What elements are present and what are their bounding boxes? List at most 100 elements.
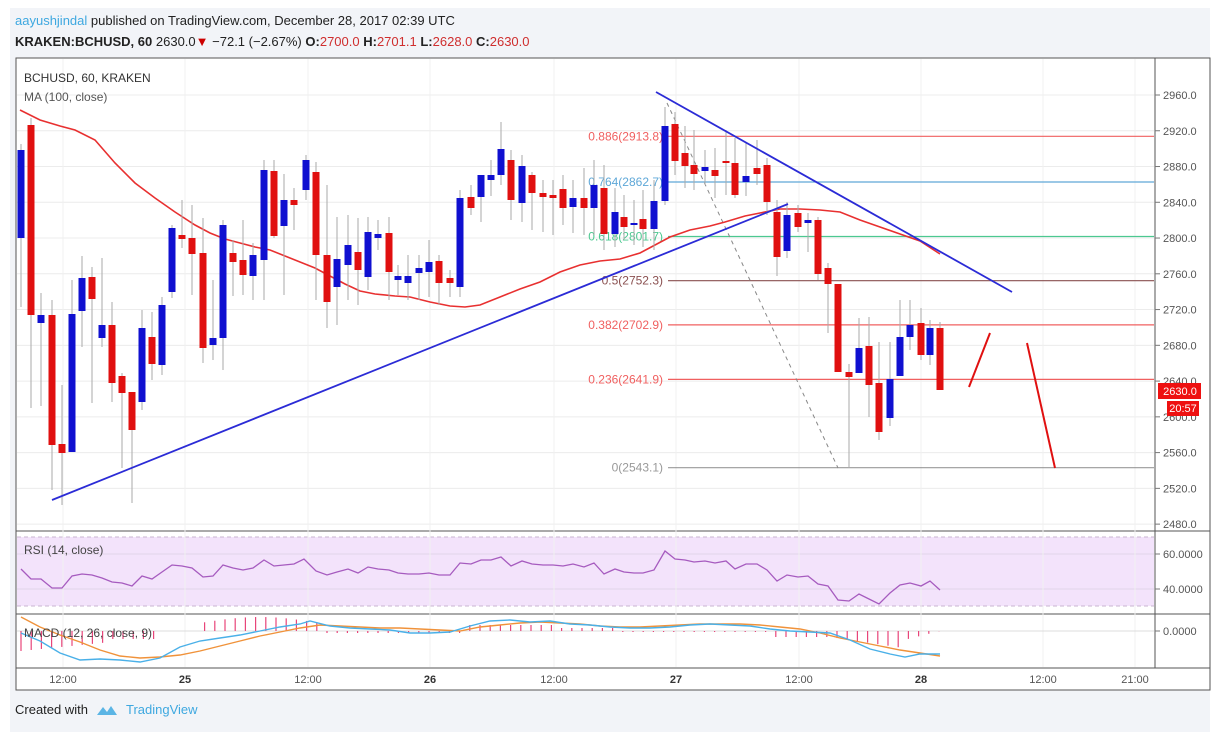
candle[interactable] (569, 180, 577, 233)
tradingview-link[interactable]: TradingView (125, 702, 198, 717)
rsi-legend[interactable]: RSI (14, close) (24, 543, 103, 557)
candle[interactable] (158, 297, 166, 375)
candle[interactable] (528, 172, 536, 230)
candle[interactable] (78, 256, 86, 347)
candle[interactable] (364, 217, 372, 290)
candle[interactable] (394, 265, 402, 295)
candle[interactable] (487, 160, 495, 196)
candle[interactable] (845, 364, 853, 468)
candle[interactable] (549, 180, 557, 235)
series-legend[interactable]: BCHUSD, 60, KRAKEN (24, 71, 151, 85)
candle[interactable] (199, 218, 207, 363)
candle[interactable] (477, 175, 485, 222)
candle[interactable] (814, 217, 822, 280)
candle[interactable] (239, 220, 247, 295)
candle[interactable] (804, 213, 812, 252)
candle[interactable] (219, 220, 227, 370)
candle[interactable] (507, 150, 515, 220)
candle[interactable] (168, 225, 176, 298)
candle[interactable] (580, 168, 588, 235)
ascending-trendline[interactable] (51, 203, 789, 501)
candle[interactable] (711, 148, 719, 198)
candle[interactable] (671, 112, 679, 175)
candle[interactable] (229, 240, 237, 296)
author-link[interactable]: aayushjindal (15, 13, 88, 28)
candle[interactable] (824, 263, 832, 333)
candle[interactable] (260, 160, 268, 300)
candle[interactable] (415, 255, 423, 300)
candle[interactable] (374, 220, 382, 250)
candlestick-series[interactable] (17, 107, 944, 505)
candle[interactable] (27, 118, 35, 408)
candle[interactable] (875, 342, 883, 440)
candle[interactable] (722, 130, 730, 195)
candle[interactable] (280, 174, 288, 295)
candle[interactable] (425, 240, 433, 297)
candle[interactable] (188, 205, 196, 295)
candle[interactable] (620, 195, 628, 240)
candle[interactable] (108, 302, 116, 402)
candle[interactable] (834, 284, 842, 372)
candle[interactable] (650, 180, 658, 250)
fib-trend-line[interactable] (666, 102, 839, 469)
candle[interactable] (68, 280, 76, 452)
candle[interactable] (118, 373, 126, 468)
candle[interactable] (936, 322, 944, 390)
candle[interactable] (404, 255, 412, 300)
candle[interactable] (138, 310, 146, 410)
candle[interactable] (559, 175, 567, 225)
candle[interactable] (539, 180, 547, 232)
candle[interactable] (333, 217, 341, 325)
candle[interactable] (323, 185, 331, 328)
candle[interactable] (701, 150, 709, 185)
candle[interactable] (98, 258, 106, 347)
time-axis[interactable]: 12:00 25 12:00 26 12:00 27 12:00 28 12:00 21:00 (49, 674, 1149, 686)
candle[interactable] (783, 202, 791, 258)
candle[interactable] (865, 317, 873, 417)
candle[interactable] (290, 188, 298, 230)
candle[interactable] (385, 217, 393, 300)
candle[interactable] (690, 130, 698, 190)
candle[interactable] (611, 188, 619, 247)
candle[interactable] (17, 144, 25, 307)
projected-decline-line[interactable] (1026, 342, 1056, 469)
candle[interactable] (896, 300, 904, 376)
candle[interactable] (270, 160, 278, 238)
candle[interactable] (639, 190, 647, 247)
candle[interactable] (518, 155, 526, 222)
candle[interactable] (312, 162, 320, 300)
candle[interactable] (178, 200, 186, 248)
candle[interactable] (37, 293, 45, 406)
candle[interactable] (497, 122, 505, 185)
candle[interactable] (88, 267, 96, 403)
projected-bounce-line[interactable] (968, 332, 991, 388)
candle[interactable] (753, 140, 761, 185)
candle[interactable] (763, 158, 771, 215)
candle[interactable] (354, 218, 362, 305)
candle[interactable] (773, 200, 781, 276)
candle[interactable] (630, 200, 638, 245)
candle[interactable] (58, 385, 66, 505)
candle[interactable] (926, 320, 934, 365)
candle[interactable] (148, 312, 156, 380)
fibonacci-retracement[interactable]: 0.886(2913.8) 0.764(2862.7) 0.618(2801.7) 0… (588, 129, 1154, 475)
candle[interactable] (302, 155, 310, 200)
candle[interactable] (917, 308, 925, 360)
macd-legend[interactable]: MACD (12, 26, close, 9) (24, 626, 152, 640)
candle[interactable] (886, 342, 894, 426)
candle[interactable] (681, 126, 689, 188)
candle[interactable] (467, 185, 475, 215)
candle[interactable] (249, 243, 257, 300)
candle[interactable] (731, 138, 739, 198)
candle[interactable] (456, 190, 464, 297)
candle[interactable] (446, 270, 454, 297)
candle[interactable] (855, 318, 863, 373)
descending-trendline[interactable] (655, 91, 1013, 293)
candle[interactable] (794, 205, 802, 232)
candle[interactable] (209, 280, 217, 360)
candle[interactable] (435, 255, 443, 305)
candle[interactable] (742, 142, 750, 196)
candle[interactable] (661, 107, 669, 205)
candle[interactable] (344, 215, 352, 300)
